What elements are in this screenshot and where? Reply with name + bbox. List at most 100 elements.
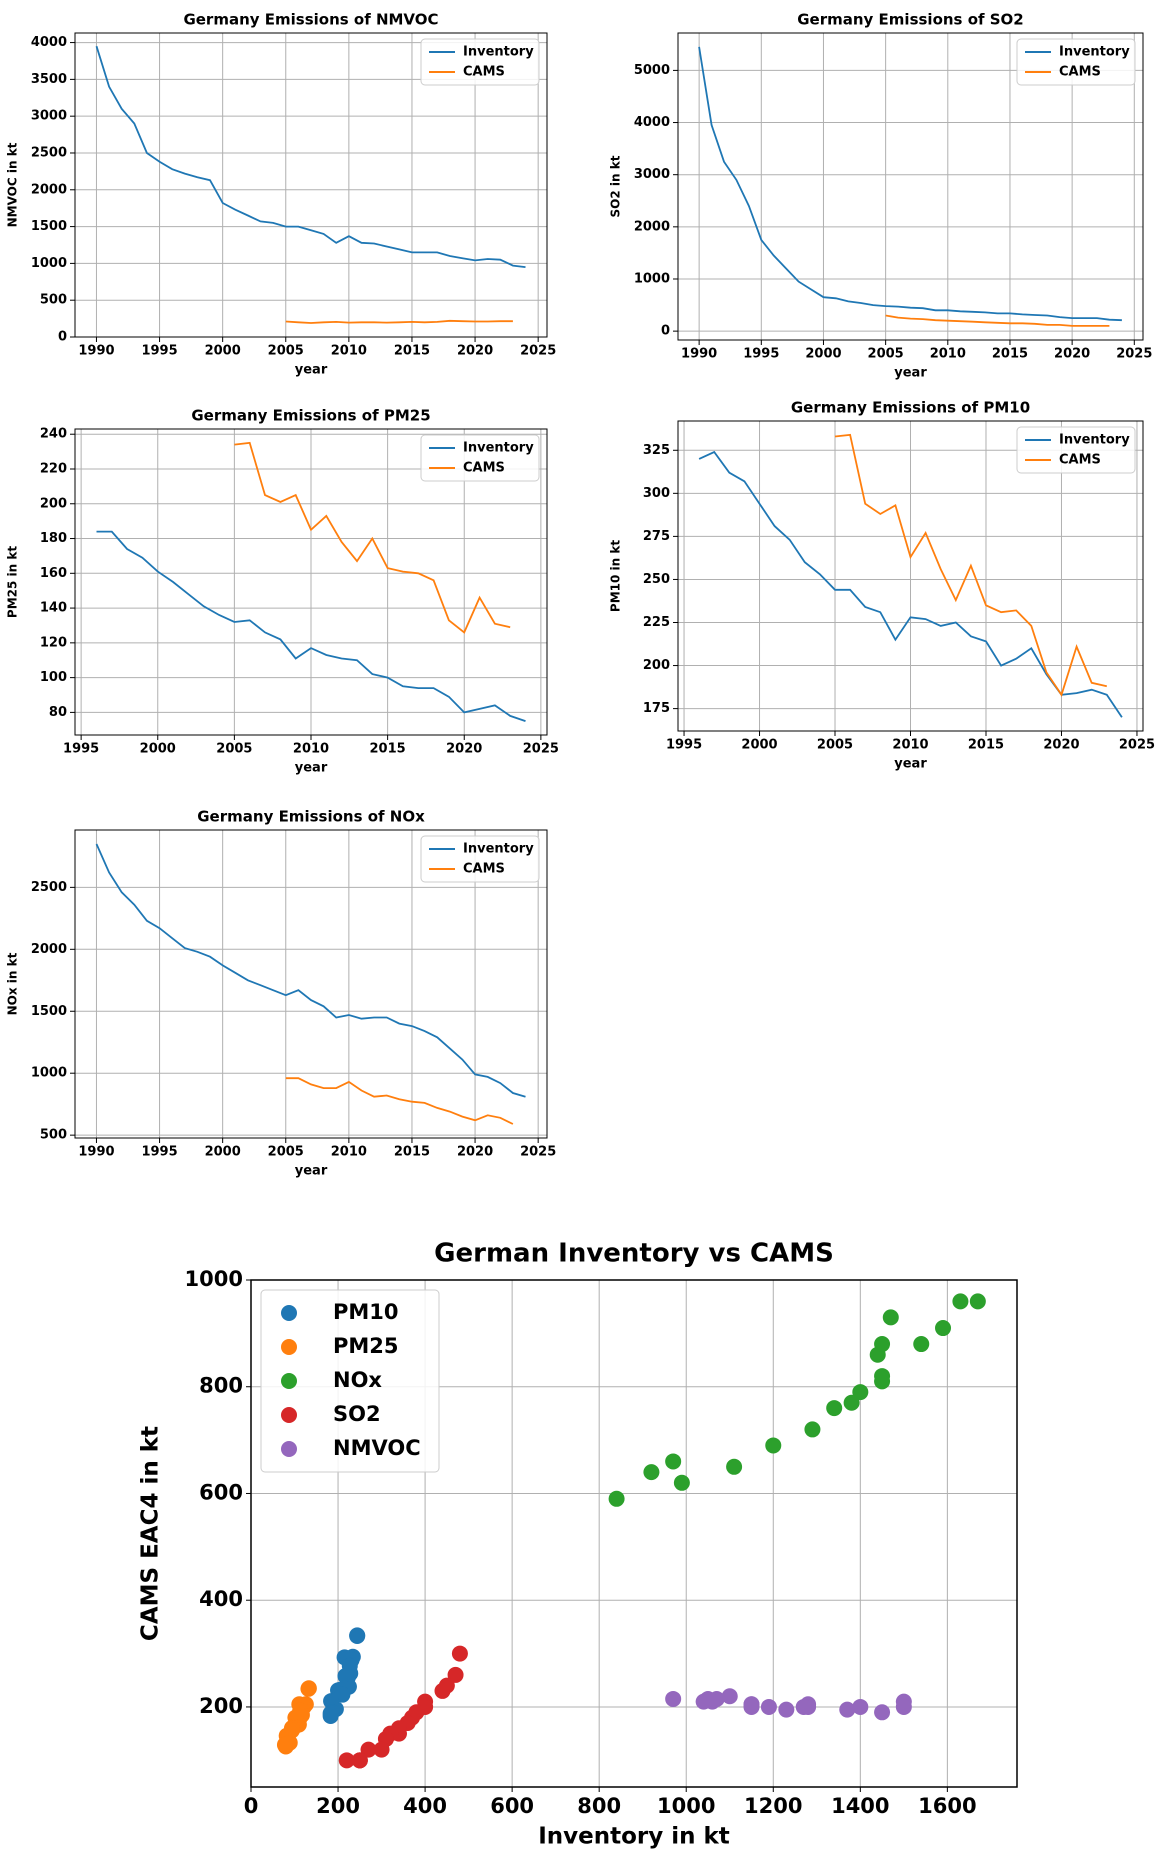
x-tick-label: 2025 bbox=[523, 742, 559, 757]
scatter-point bbox=[373, 1741, 390, 1758]
legend-marker bbox=[281, 1407, 297, 1423]
scatter-point bbox=[760, 1698, 777, 1715]
legend-label: CAMS bbox=[463, 65, 505, 80]
x-tick-label: 0 bbox=[244, 1794, 259, 1818]
series-line bbox=[95, 45, 526, 268]
chart: 1990 1995 2000 2005 2010 2015 2020 2025 500 1000 1… bbox=[6, 808, 557, 1179]
legend-label: NMVOC bbox=[333, 1436, 421, 1460]
plot-frame bbox=[74, 32, 548, 338]
legend-box bbox=[260, 1289, 440, 1473]
legend-label: Inventory bbox=[463, 842, 534, 857]
x-tick-label: 2015 bbox=[968, 738, 1004, 753]
legend-label: Inventory bbox=[463, 45, 534, 60]
series-line bbox=[96, 530, 526, 722]
y-axis-label: CAMS EAC4 in kt bbox=[138, 1426, 164, 1641]
legend-label: PM10 bbox=[333, 1300, 399, 1324]
plot-frame bbox=[74, 829, 548, 1139]
y-tick-label: 250 bbox=[643, 572, 670, 587]
x-tick-label: 2000 bbox=[205, 344, 241, 359]
y-tick-label: 1500 bbox=[31, 219, 67, 234]
y-tick-label: 2000 bbox=[31, 942, 67, 957]
legend-box bbox=[420, 38, 540, 86]
legend-label: CAMS bbox=[463, 862, 505, 877]
scatter-point bbox=[721, 1688, 738, 1705]
x-tick-label: 2010 bbox=[892, 738, 928, 753]
scatter-point bbox=[300, 1680, 317, 1697]
y-tick-label: 4000 bbox=[634, 115, 670, 130]
scatter-point bbox=[665, 1690, 682, 1707]
x-tick-label: 2020 bbox=[457, 344, 493, 359]
x-tick-label: 2005 bbox=[868, 347, 904, 362]
x-tick-label: 2005 bbox=[817, 738, 853, 753]
scatter-point bbox=[895, 1698, 912, 1715]
x-tick-label: 1990 bbox=[681, 347, 717, 362]
scatter-point bbox=[349, 1627, 366, 1644]
x-axis-label: year bbox=[295, 363, 328, 378]
x-axis-label: year bbox=[295, 1164, 328, 1179]
legend-label: CAMS bbox=[463, 461, 505, 476]
scatter-point bbox=[874, 1368, 891, 1385]
y-tick-label: 80 bbox=[49, 705, 67, 720]
y-tick-label: 200 bbox=[643, 658, 670, 673]
x-tick-label: 1995 bbox=[63, 742, 99, 757]
legend: Inventory CAMS bbox=[420, 38, 540, 86]
scatter-point bbox=[451, 1645, 468, 1662]
x-axis-label: Inventory in kt bbox=[538, 1824, 730, 1850]
legend-label: Inventory bbox=[1059, 45, 1130, 60]
x-tick-label: 2005 bbox=[216, 742, 252, 757]
legend-label: NOx bbox=[333, 1368, 382, 1392]
scatter-point bbox=[852, 1384, 869, 1401]
y-tick-label: 500 bbox=[40, 1128, 67, 1143]
y-tick-label: 175 bbox=[643, 701, 670, 716]
y-tick-label: 180 bbox=[40, 531, 67, 546]
scatter-point bbox=[882, 1309, 899, 1326]
y-tick-label: 300 bbox=[643, 486, 670, 501]
x-axis-label: year bbox=[894, 757, 927, 772]
y-tick-label: 275 bbox=[643, 529, 670, 544]
x-tick-label: 1995 bbox=[666, 738, 702, 753]
scatter-point bbox=[337, 1667, 354, 1684]
x-tick-label: 800 bbox=[577, 1794, 621, 1818]
scatter-point bbox=[839, 1701, 856, 1718]
scatter-point bbox=[673, 1474, 690, 1491]
y-tick-label: 0 bbox=[58, 330, 67, 345]
x-tick-label: 1990 bbox=[78, 1145, 114, 1160]
x-tick-label: 600 bbox=[490, 1794, 534, 1818]
x-tick-label: 2015 bbox=[992, 347, 1028, 362]
chart: 1990 1995 2000 2005 2010 2015 2020 2025 0 500 1000… bbox=[6, 11, 557, 378]
x-tick-label: 400 bbox=[403, 1794, 447, 1818]
x-tick-label: 1000 bbox=[657, 1794, 715, 1818]
x-tick-label: 2005 bbox=[268, 1145, 304, 1160]
scatter-point bbox=[434, 1682, 451, 1699]
scatter-point bbox=[843, 1394, 860, 1411]
y-tick-label: 5000 bbox=[634, 63, 670, 78]
y-tick-label: 1000 bbox=[185, 1267, 243, 1291]
x-tick-label: 2020 bbox=[1043, 738, 1079, 753]
plot-frame bbox=[677, 420, 1144, 732]
chart: 1995 2000 2005 2010 2015 2020 2025 175 200 225 250… bbox=[609, 399, 1155, 772]
chart-title: German Inventory vs CAMS bbox=[434, 1239, 834, 1269]
series-line bbox=[234, 441, 511, 634]
series-line bbox=[285, 1077, 514, 1125]
y-tick-label: 1000 bbox=[31, 256, 67, 271]
x-tick-label: 1995 bbox=[743, 347, 779, 362]
x-tick-label: 1600 bbox=[918, 1794, 976, 1818]
series-line bbox=[95, 843, 526, 1098]
y-tick-label: 100 bbox=[40, 670, 67, 685]
legend-label: Inventory bbox=[1059, 433, 1130, 448]
y-tick-label: 140 bbox=[40, 601, 67, 616]
x-axis-label: year bbox=[894, 366, 927, 381]
scatter-point bbox=[360, 1741, 377, 1758]
scatter-point bbox=[913, 1336, 930, 1353]
scatter-point bbox=[643, 1464, 660, 1481]
y-tick-label: 3500 bbox=[31, 72, 67, 87]
y-tick-label: 120 bbox=[40, 635, 67, 650]
chart-title: Germany Emissions of NMVOC bbox=[183, 11, 438, 29]
x-tick-label: 2020 bbox=[457, 1145, 493, 1160]
x-axis-label: year bbox=[295, 761, 328, 776]
scatter-point bbox=[322, 1705, 339, 1722]
x-tick-label: 2015 bbox=[394, 1145, 430, 1160]
x-tick-label: 2025 bbox=[1116, 347, 1152, 362]
scatter-point bbox=[826, 1400, 843, 1417]
